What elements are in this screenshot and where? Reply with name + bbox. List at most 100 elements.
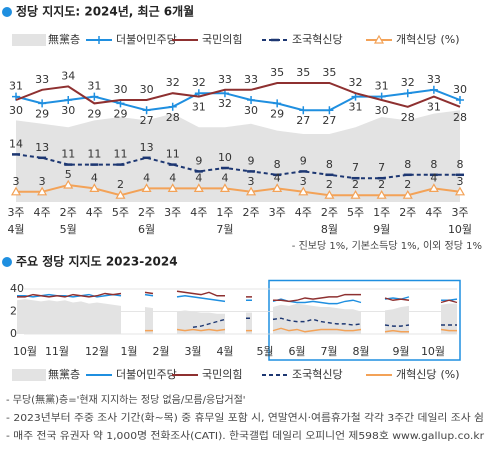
data-label: 5 xyxy=(65,168,72,181)
x-tick-label: 4월 xyxy=(216,345,233,358)
data-label: 4 xyxy=(221,171,228,184)
marker xyxy=(456,96,464,104)
area xyxy=(17,299,457,334)
data-label: 30 xyxy=(140,83,154,96)
x-tick-label: 3주 xyxy=(269,206,286,219)
legend-label: 국민의힘 xyxy=(202,368,242,381)
data-label: 35 xyxy=(296,66,310,79)
marker xyxy=(37,186,48,196)
data-label: 13 xyxy=(35,141,49,154)
data-label: 8 xyxy=(404,158,411,171)
legend-swatch xyxy=(12,369,46,381)
data-label: 8 xyxy=(457,158,464,171)
x-tick-label: 10월 xyxy=(13,345,37,358)
x-tick-label: 2주 xyxy=(321,206,338,219)
x-tick-label: 3월 xyxy=(184,345,201,358)
data-label: 3 xyxy=(248,175,255,188)
line xyxy=(17,290,458,304)
data-label: 31 xyxy=(375,80,389,93)
month-label: 8월 xyxy=(321,223,338,236)
marker xyxy=(64,96,73,104)
marker xyxy=(429,85,438,94)
x-tick-label: 1주 xyxy=(216,206,233,219)
x-tick-label: 7월 xyxy=(320,345,337,358)
marker xyxy=(299,106,308,115)
data-label: 28 xyxy=(401,111,415,124)
legend-label: 조국혁신당 xyxy=(292,368,343,381)
x-tick-label: 3주 xyxy=(7,206,24,219)
marker xyxy=(402,189,413,199)
marker xyxy=(63,179,74,189)
data-label: 14 xyxy=(9,137,23,150)
data-label: 30 xyxy=(453,83,467,96)
line xyxy=(192,317,457,328)
footnote: - 2023년부터 주중 조사 기간(화~목) 중 휴무일 포함 시, 연말연시… xyxy=(6,412,484,424)
x-tick-label: 2주 xyxy=(242,206,259,219)
x-tick-label: 8월 xyxy=(352,345,369,358)
marker xyxy=(376,189,387,199)
x-tick-label: 12월 xyxy=(85,345,109,358)
legend-unit: (%) xyxy=(440,368,459,381)
data-label: 11 xyxy=(61,148,75,161)
x-tick-label: 3주 xyxy=(164,206,181,219)
marker xyxy=(90,92,99,101)
month-label: 9월 xyxy=(373,223,390,236)
marker xyxy=(273,99,282,108)
x-tick-label: 2월 xyxy=(152,345,169,358)
x-tick-label: 4주 xyxy=(34,206,51,219)
legend-label: 無黨층 xyxy=(48,32,80,46)
data-label: 2 xyxy=(378,178,385,191)
x-tick-label: 4주 xyxy=(86,206,103,219)
data-label: 8 xyxy=(326,158,333,171)
line xyxy=(15,82,461,108)
marker xyxy=(403,89,412,98)
x-tick-label: 2주 xyxy=(60,206,77,219)
chart-title: 정당 지지도: 2024년, 최근 6개월 xyxy=(16,4,194,19)
data-label: 33 xyxy=(218,73,232,86)
marker xyxy=(95,36,103,44)
data-label: 2 xyxy=(404,178,411,191)
month-label: 4월 xyxy=(7,223,24,236)
marker xyxy=(325,106,334,115)
data-label: 28 xyxy=(453,111,467,124)
area xyxy=(16,110,460,202)
x-tick-label: 9월 xyxy=(392,345,409,358)
data-label: 27 xyxy=(322,114,336,127)
marker xyxy=(373,34,385,44)
data-label: 32 xyxy=(166,76,180,89)
data-label: 9 xyxy=(248,154,255,167)
data-label: 32 xyxy=(349,76,363,89)
data-label: 29 xyxy=(270,107,284,120)
marker xyxy=(272,183,283,192)
data-label: 30 xyxy=(244,104,258,117)
data-label: 4 xyxy=(195,171,202,184)
data-label: 2 xyxy=(117,178,124,191)
marker xyxy=(115,189,126,199)
data-label: 13 xyxy=(140,141,154,154)
data-label: 10 xyxy=(218,151,232,164)
marker xyxy=(193,183,204,192)
data-label: 27 xyxy=(140,114,154,127)
marker xyxy=(219,183,230,192)
legend-label: 개혁신당 xyxy=(396,368,436,381)
data-label: 11 xyxy=(166,148,180,161)
marker xyxy=(247,96,256,104)
month-label: 7월 xyxy=(216,223,233,236)
data-label: 30 xyxy=(113,83,127,96)
data-label: 27 xyxy=(296,114,310,127)
y-tick-label: 40 xyxy=(10,282,24,295)
title-bullet xyxy=(2,257,12,267)
legend-label: 국민의힘 xyxy=(202,33,242,46)
legend-swatch xyxy=(12,34,46,46)
data-label: 4 xyxy=(169,171,176,184)
footnote: - 무당(無黨)층='현재 지지하는 정당 없음/모름/응답거절' xyxy=(6,393,246,406)
marker xyxy=(168,102,177,111)
data-label: 4 xyxy=(430,171,437,184)
month-label: 5월 xyxy=(60,223,77,236)
legend-label: 조국혁신당 xyxy=(292,33,343,46)
line xyxy=(16,183,461,197)
data-label: 34 xyxy=(61,69,75,82)
highlight-box xyxy=(268,279,461,361)
data-label: 29 xyxy=(87,107,101,120)
